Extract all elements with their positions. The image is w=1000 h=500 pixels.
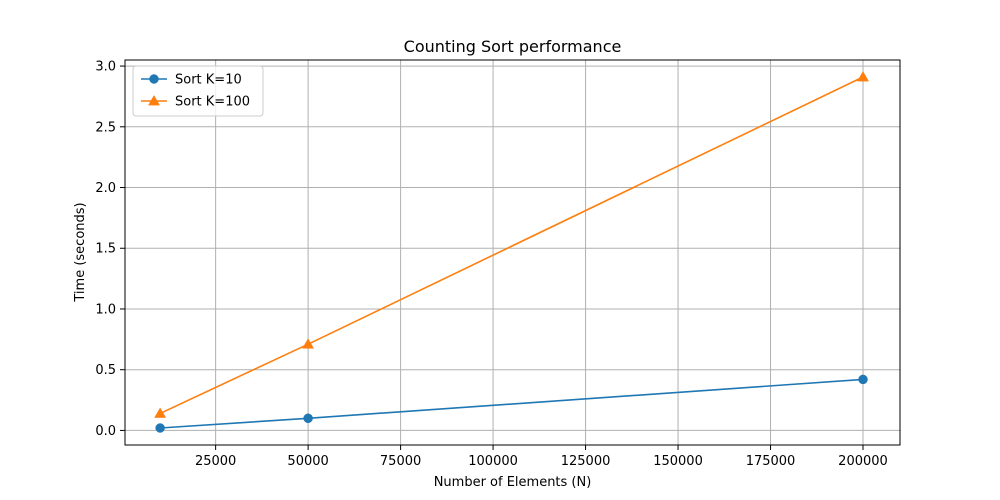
x-tick-label: 75000 [380, 454, 421, 469]
legend-label-sort-k-100: Sort K=100 [175, 95, 250, 110]
data-point-sort-k-10 [303, 413, 313, 424]
series-sort-k-10 [155, 374, 868, 433]
legend: Sort K=10 Sort K=100 [132, 65, 264, 117]
y-tick-label: 2.5 [95, 120, 116, 135]
y-tick-label: 0.0 [95, 424, 116, 439]
axes: 25000 50000 75000 100000 125000 150000 175000 2… [95, 59, 901, 469]
x-tick-label: 175000 [746, 454, 796, 469]
series-layer [154, 70, 869, 433]
data-point-sort-k-100 [302, 338, 315, 349]
y-axis-label: Time (seconds) [73, 202, 88, 302]
y-tick-label: 2.0 [95, 181, 116, 196]
x-axis-label: Number of Elements (N) [434, 475, 592, 490]
x-tick-label: 125000 [561, 454, 611, 469]
plot-frame [124, 59, 901, 446]
y-tick-label: 1.0 [95, 302, 116, 317]
data-point-sort-k-100 [154, 407, 167, 418]
chart-title: Counting Sort performance [404, 37, 622, 56]
legend-label-sort-k-10: Sort K=10 [175, 73, 242, 88]
y-tick-label: 1.5 [95, 242, 116, 257]
y-tick-label: 3.0 [95, 60, 116, 75]
grid [125, 60, 900, 445]
series-line-sort-k-100 [159, 76, 864, 415]
x-tick-label: 25000 [195, 454, 236, 469]
data-point-sort-k-100 [857, 70, 869, 82]
x-tick-label: 150000 [653, 454, 703, 469]
x-tick-label: 50000 [287, 454, 328, 469]
legend-marker-sort-k-10 [149, 74, 159, 84]
series-sort-k-100 [154, 70, 869, 418]
y-tick-label: 0.5 [95, 363, 116, 378]
series-line-sort-k-10 [160, 378, 864, 429]
x-tick-label: 100000 [468, 454, 518, 469]
data-point-sort-k-10 [858, 374, 868, 385]
x-tick-label: 200000 [838, 454, 888, 469]
legend-marker-sort-k-100 [148, 94, 160, 106]
data-point-sort-k-10 [155, 423, 165, 433]
